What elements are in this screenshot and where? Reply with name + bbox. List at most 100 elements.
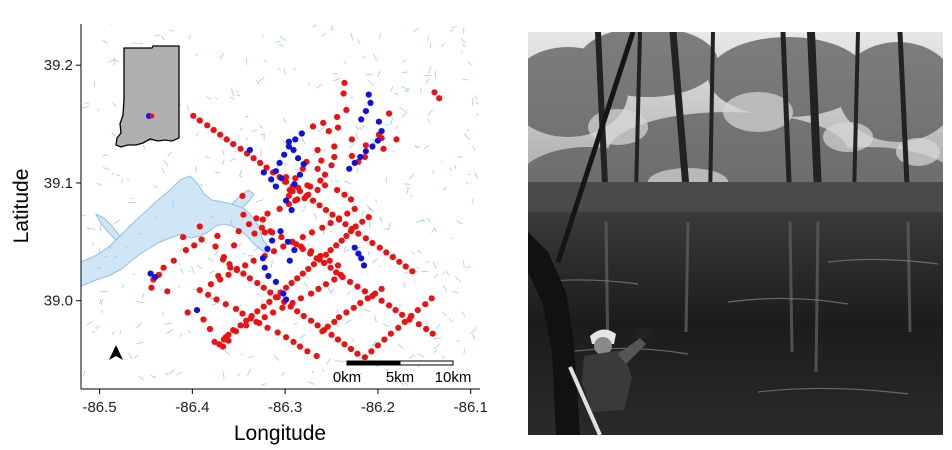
study-area-map: -86.5 -86.4 -86.3 -86.2 -86.1 39.0 39.1 39.2 L… xyxy=(10,24,488,445)
stream-segment xyxy=(223,371,225,380)
stream-segment xyxy=(239,169,242,177)
data-point-blue xyxy=(355,250,362,257)
stream-segment xyxy=(450,26,457,29)
data-point-red xyxy=(308,290,315,297)
data-point-red xyxy=(248,312,255,320)
scale-bar-white-segment xyxy=(399,360,454,366)
stream-segment xyxy=(322,369,324,372)
stream-segment xyxy=(470,332,476,340)
stream-segment xyxy=(461,44,466,47)
scale-bar-label-0: 0km xyxy=(333,369,361,386)
data-point-blue xyxy=(246,146,253,154)
data-point-red xyxy=(309,197,317,204)
data-point-red xyxy=(294,196,301,203)
stream-segment xyxy=(434,70,436,78)
data-point-red xyxy=(160,264,167,271)
data-point-red xyxy=(304,182,311,189)
stream-segment xyxy=(178,262,182,266)
data-point-red xyxy=(369,292,376,300)
stream-segment xyxy=(357,39,360,44)
stream-segment xyxy=(454,165,457,169)
stream-segment xyxy=(221,149,225,156)
stream-segment xyxy=(401,59,407,63)
data-point-red xyxy=(362,142,369,149)
stream-segment xyxy=(377,70,382,77)
data-point-blue xyxy=(369,143,376,150)
data-point-blue xyxy=(351,244,358,251)
stream-segment xyxy=(205,155,210,159)
data-point-blue xyxy=(378,128,385,135)
data-point-red xyxy=(351,205,358,212)
data-point-blue xyxy=(260,169,267,176)
data-point-red xyxy=(348,225,355,232)
data-point-red xyxy=(322,281,330,288)
data-point-red xyxy=(285,192,292,199)
data-point-red xyxy=(392,307,399,314)
data-point-red xyxy=(294,308,301,315)
stream-segment xyxy=(415,270,419,273)
stream-segment xyxy=(111,331,114,336)
stream-segment xyxy=(96,182,103,187)
data-point-red xyxy=(339,274,346,281)
stream-segment xyxy=(136,322,142,329)
data-point-red xyxy=(343,309,350,316)
stream-segment xyxy=(196,52,198,57)
data-point-blue xyxy=(261,264,268,271)
stream-segment xyxy=(121,283,125,289)
data-point-red xyxy=(305,265,312,272)
stream-segment xyxy=(110,24,112,25)
data-point-red xyxy=(340,90,347,97)
stream-segment xyxy=(262,34,264,37)
stream-segment xyxy=(425,320,429,327)
data-point-red xyxy=(321,259,328,267)
stream-segment xyxy=(395,125,399,130)
stream-segment xyxy=(111,172,114,175)
stream-segment xyxy=(375,199,378,203)
data-point-red xyxy=(299,245,306,252)
stream-segment xyxy=(167,151,173,157)
stream-segment xyxy=(425,261,430,263)
data-point-red xyxy=(184,309,191,316)
stream-segment xyxy=(358,289,362,293)
stream-segment xyxy=(81,106,90,109)
stream-segment xyxy=(401,86,408,90)
stream-segment xyxy=(467,61,472,66)
stream-segment xyxy=(210,215,214,219)
data-point-red xyxy=(257,159,264,166)
data-point-blue xyxy=(268,176,275,183)
data-point-red xyxy=(217,131,224,138)
stream-segment xyxy=(154,34,161,37)
data-point-blue xyxy=(375,118,382,125)
data-point-red xyxy=(341,191,348,198)
stream-segment xyxy=(368,218,373,225)
stream-segment xyxy=(429,42,432,48)
data-point-red xyxy=(296,188,304,195)
data-point-red xyxy=(325,128,332,135)
data-point-red xyxy=(408,312,415,320)
data-point-red xyxy=(180,234,187,241)
data-point-red xyxy=(321,182,329,189)
foreground-tree-trunk xyxy=(528,232,580,435)
lake-arm xyxy=(94,212,121,241)
y-axis-title: Latitude xyxy=(10,169,33,244)
stream-segment xyxy=(316,84,322,89)
data-point-blue xyxy=(283,197,290,204)
stream-segment xyxy=(445,270,450,276)
stream-segment xyxy=(301,209,305,212)
data-point-red xyxy=(283,284,290,291)
stream-segment xyxy=(274,354,280,361)
data-point-red xyxy=(387,330,394,337)
stream-segment xyxy=(213,250,219,256)
stream-segment xyxy=(331,28,335,31)
x-tick-label: -86.3 xyxy=(268,399,302,416)
data-point-red xyxy=(148,284,155,291)
stream-segment xyxy=(186,105,189,111)
stream-segment xyxy=(364,309,371,313)
data-point-red xyxy=(240,270,247,277)
data-point-red xyxy=(211,338,218,345)
stream-segment xyxy=(449,167,452,172)
data-point-red xyxy=(283,178,290,185)
data-point-red xyxy=(205,291,212,298)
stream-segment xyxy=(304,282,308,288)
data-point-red xyxy=(261,229,268,236)
